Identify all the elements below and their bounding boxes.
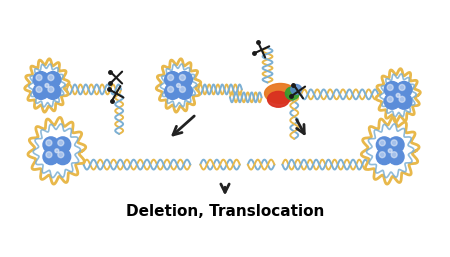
Circle shape [384,93,400,109]
Circle shape [396,93,400,97]
Ellipse shape [285,87,299,100]
Circle shape [396,93,412,109]
Circle shape [399,96,405,102]
Circle shape [58,140,64,146]
Circle shape [176,72,192,87]
Circle shape [33,84,49,99]
Circle shape [46,152,52,158]
Circle shape [43,149,59,164]
Ellipse shape [291,85,302,94]
Circle shape [58,152,64,158]
Circle shape [165,72,180,87]
Circle shape [33,72,49,87]
Circle shape [55,149,59,153]
Polygon shape [28,117,86,184]
Circle shape [387,96,393,102]
Circle shape [180,75,185,80]
Circle shape [165,84,180,99]
Circle shape [384,81,400,97]
Circle shape [48,75,54,80]
Polygon shape [361,117,419,184]
Circle shape [55,137,71,153]
Polygon shape [25,59,69,112]
Circle shape [376,137,392,153]
Text: Deletion, Translocation: Deletion, Translocation [126,204,324,219]
Circle shape [388,149,392,153]
Circle shape [167,86,174,93]
Circle shape [391,140,397,146]
Circle shape [379,140,385,146]
Circle shape [46,140,52,146]
Circle shape [55,149,71,164]
Circle shape [396,81,412,97]
Circle shape [387,85,393,90]
Polygon shape [156,59,201,112]
Circle shape [391,152,397,158]
Circle shape [45,84,61,99]
Circle shape [388,137,404,153]
Circle shape [36,86,42,93]
Circle shape [48,86,54,93]
Circle shape [379,152,385,158]
Ellipse shape [265,84,296,103]
Circle shape [45,84,49,87]
Polygon shape [376,69,420,122]
Circle shape [43,137,59,153]
Circle shape [376,149,392,164]
Circle shape [176,84,192,99]
Circle shape [399,85,405,90]
Circle shape [176,84,180,87]
Circle shape [36,75,42,80]
Circle shape [167,75,174,80]
Circle shape [388,149,404,164]
Circle shape [45,72,61,87]
Circle shape [180,86,185,93]
Ellipse shape [268,91,289,107]
